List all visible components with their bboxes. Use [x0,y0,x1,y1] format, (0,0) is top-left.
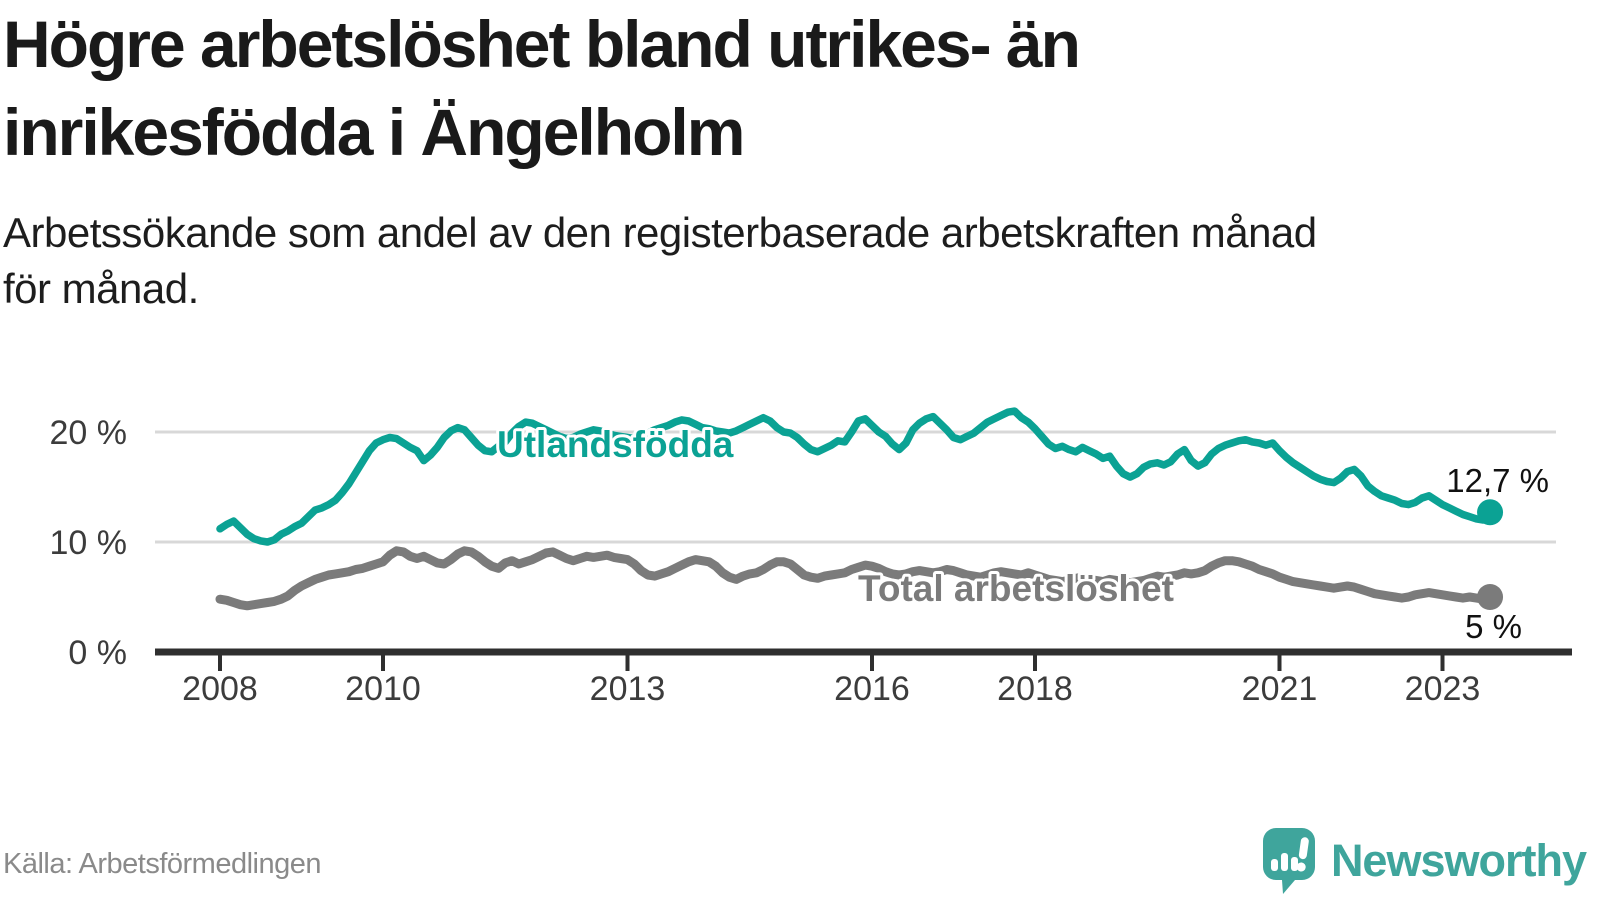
series-line-total [215,546,1495,611]
y-tick-label-0: 0 % [68,634,127,672]
x-tick-label-2016: 2016 [834,670,910,708]
newsworthy-wordmark: Newsworthy [1330,835,1587,886]
speech-bubble-shape [1262,828,1315,894]
chart-subtitle: Arbetssökande som andel av den registerb… [3,205,1317,317]
end-value-label-total: 5 % [1465,608,1522,645]
bar-chart-glyph [1270,837,1309,872]
source-note: Källa: Arbetsförmedlingen [3,848,321,880]
y-tick-label-20: 20 % [50,414,128,452]
title-line-2: inrikesfödda i Ängelholm [3,95,745,169]
x-tick-label-2021: 2021 [1242,670,1318,708]
page-title: Högre arbetslöshet bland utrikes- än inri… [3,0,1081,176]
series-label-utlandsfodda: Utlandsfödda [497,424,734,465]
series-end-dot-total [1477,584,1504,610]
newsworthy-icon [1262,828,1315,894]
subtitle-line-2: för månad. [3,265,199,312]
x-tick-label-2010: 2010 [345,670,421,708]
newsworthy-logo: Newsworthy [1262,828,1587,894]
x-tick-label-2023: 2023 [1405,670,1481,708]
x-tick-label-2008: 2008 [182,670,258,708]
series-label-total: Total arbetslöshet [858,568,1174,609]
end-value-label-utlandsfodda: 12,7 % [1446,462,1549,499]
y-tick-label-10: 10 % [50,524,128,562]
title-line-1: Högre arbetslöshet bland utrikes- än [3,7,1081,81]
subtitle-line-1: Arbetssökande som andel av den registerb… [3,209,1317,256]
series-line-utlandsfodda [216,407,1494,546]
x-tick-label-2018: 2018 [997,670,1073,708]
x-tick-label-2013: 2013 [590,670,666,708]
exclamation-glyph [1296,837,1309,872]
series-end-dot-utlandsfodda [1477,499,1504,526]
